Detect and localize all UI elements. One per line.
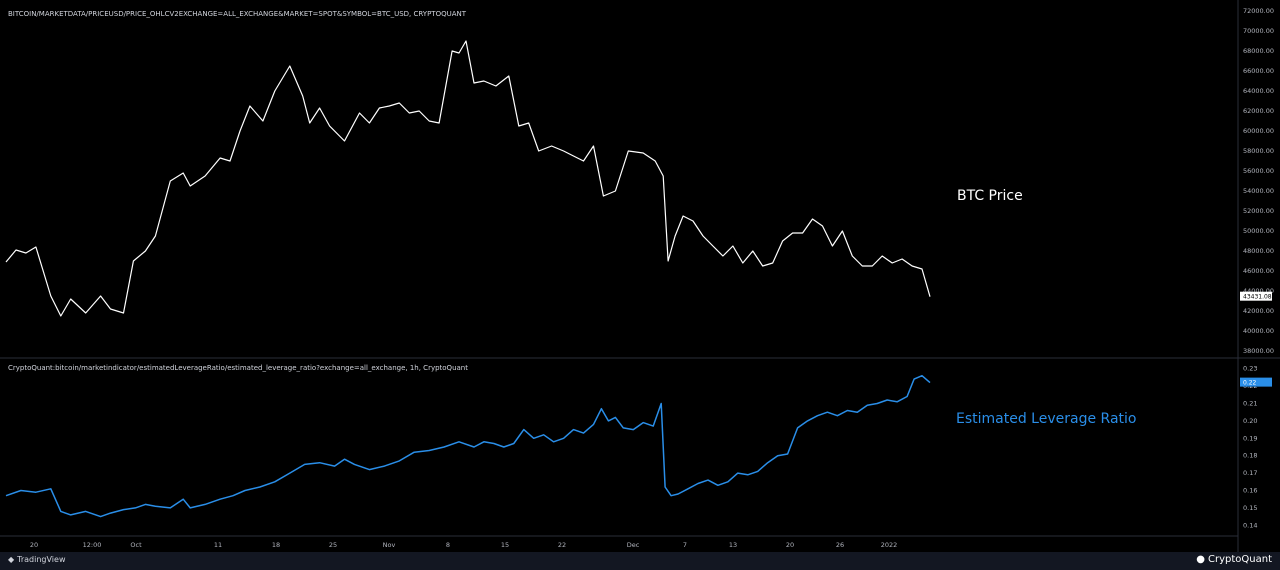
price-tick-label: 60000.00	[1243, 127, 1274, 135]
time-tick-label: 13	[729, 541, 737, 549]
price-tick-label: 38000.00	[1243, 347, 1274, 355]
leverage-axis: 0.14 0.15 0.16 0.17 0.18 0.19 0.20 0.21 0.22 0.23	[1243, 365, 1257, 530]
time-axis: 20 12:00 Oct 11 18 25 Nov 8 15 22 Dec 7 13 20 26 2022	[30, 541, 897, 549]
chart-canvas: 38000.00 40000.00 42000.00 44000.00 46000.00…	[0, 0, 1280, 552]
leverage-last-value-tag: 0.22	[1240, 377, 1272, 387]
footer-bar: ◆ TradingView ● CryptoQuant	[0, 552, 1280, 570]
time-tick-label: 20	[30, 541, 38, 549]
time-tick-label: Oct	[130, 541, 142, 549]
price-tick-label: 58000.00	[1243, 147, 1274, 155]
time-tick-label: 15	[501, 541, 509, 549]
btc-price-annotation: BTC Price	[957, 188, 1023, 204]
price-tick-label: 64000.00	[1243, 87, 1274, 95]
time-tick-label: 2022	[881, 541, 898, 549]
price-axis: 38000.00 40000.00 42000.00 44000.00 46000.00…	[1243, 7, 1274, 355]
price-tick-label: 66000.00	[1243, 67, 1274, 75]
price-tick-label: 50000.00	[1243, 227, 1274, 235]
time-tick-label: Nov	[383, 541, 396, 549]
time-tick-label: Dec	[627, 541, 640, 549]
price-tick-label: 44000.00	[1243, 287, 1274, 295]
leverage-tick-label: 0.19	[1243, 434, 1257, 442]
time-tick-label: 11	[214, 541, 222, 549]
price-tick-label: 46000.00	[1243, 267, 1274, 275]
price-last-value-label: 43431.08	[1243, 294, 1272, 301]
tradingview-label: TradingView	[17, 555, 66, 564]
price-last-value-bg	[1240, 291, 1272, 301]
leverage-annotation: Estimated Leverage Ratio	[956, 411, 1137, 427]
tradingview-icon: ◆	[8, 555, 15, 564]
price-last-value-tag: 43431.08	[1240, 291, 1272, 301]
time-tick-label: 18	[272, 541, 280, 549]
cryptoquant-logo: ● CryptoQuant	[1196, 554, 1272, 565]
leverage-tick-label: 0.16	[1243, 487, 1257, 495]
time-tick-label: 20	[786, 541, 794, 549]
leverage-tick-label: 0.23	[1243, 365, 1257, 373]
time-tick-label: 7	[683, 541, 687, 549]
tradingview-logo[interactable]: ◆ TradingView	[8, 555, 66, 564]
price-tick-label: 62000.00	[1243, 107, 1274, 115]
price-tick-label: 52000.00	[1243, 207, 1274, 215]
time-tick-label: 8	[446, 541, 450, 549]
price-tick-label: 72000.00	[1243, 7, 1274, 15]
leverage-tick-label: 0.17	[1243, 469, 1257, 477]
price-tick-label: 42000.00	[1243, 307, 1274, 315]
leverage-tick-label: 0.15	[1243, 504, 1257, 512]
leverage-tick-label: 0.21	[1243, 400, 1257, 408]
leverage-tick-label: 0.20	[1243, 417, 1257, 425]
cryptoquant-icon: ●	[1196, 554, 1205, 565]
cryptoquant-label: CryptoQuant	[1208, 554, 1272, 565]
time-tick-label: 22	[558, 541, 566, 549]
price-tick-label: 40000.00	[1243, 327, 1274, 335]
leverage-last-value-label: 0.22	[1243, 380, 1257, 387]
leverage-ratio-line	[5, 374, 931, 518]
time-tick-label: 12:00	[83, 541, 102, 549]
price-tick-label: 54000.00	[1243, 187, 1274, 195]
price-tick-label: 48000.00	[1243, 247, 1274, 255]
price-tick-label: 70000.00	[1243, 27, 1274, 35]
btc-price-line	[5, 40, 931, 317]
price-tick-label: 56000.00	[1243, 167, 1274, 175]
leverage-last-value-bg	[1240, 377, 1272, 387]
time-tick-label: 25	[329, 541, 337, 549]
leverage-tick-label: 0.18	[1243, 452, 1257, 460]
price-source-label: BITCOIN/MARKETDATA/PRICEUSD/PRICE_OHLCV2…	[8, 10, 467, 18]
price-tick-label: 68000.00	[1243, 47, 1274, 55]
time-tick-label: 26	[836, 541, 844, 549]
leverage-tick-label: 0.14	[1243, 521, 1257, 529]
indicator-source-label: CryptoQuant:bitcoin/marketindicator/esti…	[8, 364, 468, 372]
